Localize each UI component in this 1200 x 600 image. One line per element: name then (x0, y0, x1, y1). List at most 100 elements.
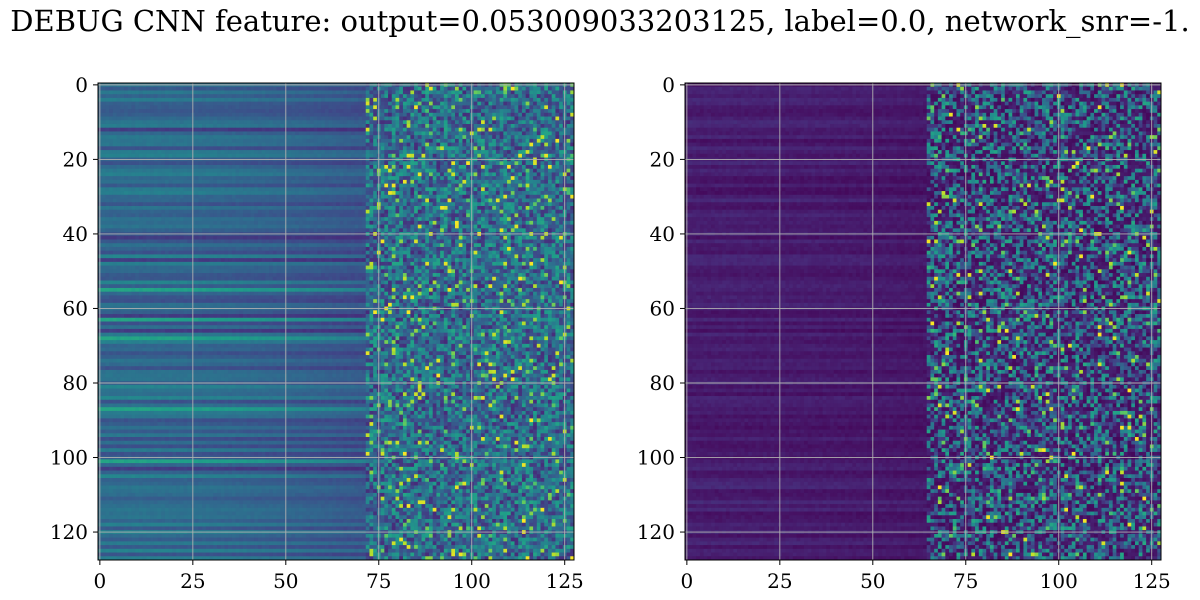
heatmap-cell (250, 87, 254, 91)
heatmap-cell (247, 210, 251, 214)
heatmap-cell (306, 169, 310, 173)
heatmap-cell (433, 161, 437, 165)
heatmap-cell (105, 105, 109, 109)
heatmap-cell (555, 195, 559, 199)
heatmap-cell (213, 94, 217, 98)
heatmap-cell (113, 102, 117, 106)
heatmap-cell (362, 172, 366, 176)
heatmap-cell (210, 90, 214, 94)
heatmap-cell (306, 109, 310, 113)
heatmap-cell (299, 109, 303, 113)
heatmap-cell (239, 195, 243, 199)
heatmap-cell (254, 105, 258, 109)
heatmap-cell (388, 199, 392, 203)
heatmap-cell (250, 225, 254, 229)
heatmap-cell (258, 213, 262, 217)
heatmap-cell (187, 180, 191, 184)
heatmap-cell (518, 199, 522, 203)
heatmap-cell (277, 202, 281, 206)
heatmap-cell (321, 146, 325, 150)
heatmap-cell (221, 117, 225, 121)
heatmap-cell (273, 172, 277, 176)
heatmap-cell (288, 98, 292, 102)
heatmap-cell (184, 161, 188, 165)
heatmap-cell (165, 128, 169, 132)
heatmap-cell (247, 120, 251, 124)
heatmap-cell (273, 109, 277, 113)
heatmap-cell (522, 165, 526, 169)
heatmap-cell (250, 102, 254, 106)
heatmap-cell (496, 150, 500, 154)
heatmap-cell (206, 172, 210, 176)
heatmap-cell (369, 135, 373, 139)
heatmap-cell (436, 221, 440, 225)
heatmap-cell (124, 131, 128, 135)
heatmap-cell (407, 154, 411, 158)
heatmap-cell (500, 206, 504, 210)
heatmap-cell (206, 98, 210, 102)
heatmap-cell (195, 109, 199, 113)
heatmap-cells (98, 83, 574, 560)
heatmap-cell (139, 143, 143, 147)
heatmap-cell (128, 169, 132, 173)
heatmap-cell (124, 139, 128, 143)
heatmap-cell (224, 90, 228, 94)
heatmap-cell (262, 87, 266, 91)
heatmap-cell (325, 199, 329, 203)
heatmap-cell (221, 176, 225, 180)
heatmap-cell (518, 169, 522, 173)
heatmap-cell (384, 124, 388, 128)
heatmap-cell (135, 90, 139, 94)
heatmap-cell (351, 109, 355, 113)
heatmap-cell (258, 176, 262, 180)
heatmap-cell (537, 146, 541, 150)
heatmap-cell (541, 146, 545, 150)
heatmap-cell (488, 87, 492, 91)
heatmap-cell (117, 206, 121, 210)
heatmap-cell (176, 206, 180, 210)
heatmap-cell (325, 146, 329, 150)
heatmap-cell (355, 184, 359, 188)
heatmap-cell (384, 184, 388, 188)
heatmap-cell (541, 139, 545, 143)
heatmap-cell (343, 202, 347, 206)
heatmap-cell (228, 113, 232, 117)
heatmap-cell (206, 150, 210, 154)
heatmap-cell (184, 199, 188, 203)
heatmap-cell (265, 213, 269, 217)
heatmap-cell (131, 124, 135, 128)
heatmap-cell (254, 98, 258, 102)
heatmap-cell (477, 117, 481, 121)
heatmap-cell (515, 180, 519, 184)
heatmap-cell (440, 213, 444, 217)
heatmap-cell (448, 187, 452, 191)
heatmap-cell (217, 128, 221, 132)
heatmap-cell (303, 161, 307, 165)
heatmap-cell (317, 221, 321, 225)
heatmap-cell (481, 195, 485, 199)
heatmap-cell (299, 143, 303, 147)
heatmap-cell (158, 210, 162, 214)
heatmap-cell (485, 176, 489, 180)
heatmap-cell (340, 210, 344, 214)
heatmap-cell (310, 135, 314, 139)
heatmap-cell (518, 180, 522, 184)
heatmap-cell (474, 150, 478, 154)
heatmap-cell (224, 109, 228, 113)
heatmap-cell (224, 191, 228, 195)
heatmap-cell (213, 90, 217, 94)
heatmap-cell (135, 94, 139, 98)
heatmap-cell (518, 191, 522, 195)
heatmap-cell (474, 109, 478, 113)
heatmap-cell (429, 113, 433, 117)
heatmap-cell (288, 109, 292, 113)
heatmap-cell (113, 109, 117, 113)
heatmap-cell (477, 180, 481, 184)
heatmap-cell (436, 161, 440, 165)
heatmap-cell (329, 124, 333, 128)
heatmap-cell (462, 169, 466, 173)
heatmap-cell (396, 87, 400, 91)
heatmap-cell (343, 117, 347, 121)
heatmap-cell (373, 113, 377, 117)
heatmap-cell (254, 206, 258, 210)
